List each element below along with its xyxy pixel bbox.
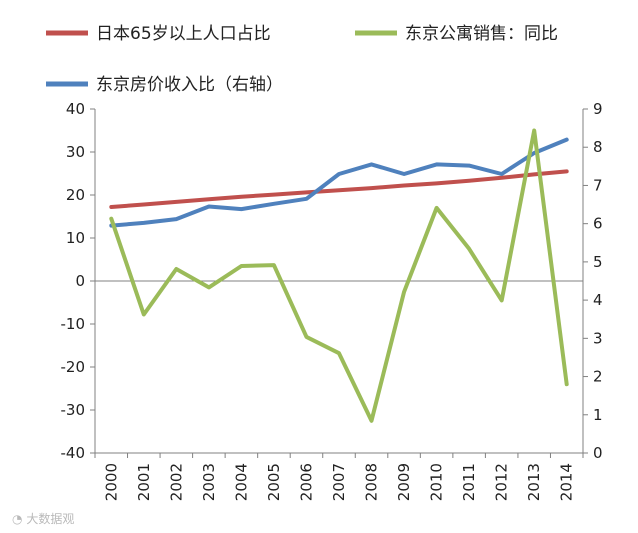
y-left-tick-label: 0 [75, 272, 85, 290]
y-right-tick-label: 1 [593, 406, 603, 424]
watermark-logo-icon: ◔ [12, 512, 23, 526]
y-right-tick-label: 2 [593, 368, 603, 386]
series-line-0 [109, 169, 569, 209]
y-right-tick-label: 0 [593, 444, 603, 462]
y-right-tick-label: 3 [593, 329, 603, 347]
x-tick-label: 2008 [363, 463, 381, 501]
watermark: ◔ 大数据观 [12, 512, 75, 526]
y-left-tick-label: -40 [61, 444, 86, 462]
y-left-tick-label: -20 [61, 358, 86, 376]
y-left-tick-label: -10 [61, 315, 86, 333]
y-right-tick-label: 7 [593, 176, 603, 194]
x-tick-label: 2010 [428, 463, 446, 501]
axes: -40 -30 -20 -10 0 10 20 30 40 0 1 2 3 4 5 6 7 8 9 2000 2001 2… [61, 100, 603, 501]
x-tick-label: 2003 [200, 463, 218, 501]
x-tick-label: 2001 [135, 463, 153, 501]
series-lines [109, 128, 569, 423]
y-left-tick-label: 20 [66, 186, 85, 204]
legend-label-1: 东京公寓销售：同比 [405, 24, 558, 44]
x-tick-label: 2009 [395, 463, 413, 501]
x-tick-label: 2004 [232, 463, 250, 501]
x-tick-label: 2011 [460, 463, 478, 501]
y-left-tick-label: -30 [61, 401, 86, 419]
y-right-tick-label: 4 [593, 291, 603, 309]
x-tick-label: 2000 [102, 463, 120, 501]
series-line-1 [109, 128, 569, 423]
y-right-tick-label: 9 [593, 100, 603, 118]
x-tick-label: 2014 [558, 463, 576, 501]
y-right-tick-label: 8 [593, 138, 603, 156]
x-tick-label: 2012 [493, 463, 511, 501]
y-left-tick-label: 30 [66, 143, 85, 161]
y-left-tick-label: 10 [66, 229, 85, 247]
y-left-tick-label: 40 [66, 100, 85, 118]
x-tick-label: 2005 [265, 463, 283, 501]
legend-label-2: 东京房价收入比（右轴） [96, 75, 283, 95]
x-tick-label: 2013 [525, 463, 543, 501]
y-right-tick-label: 6 [593, 215, 603, 233]
y-right-tick-label: 5 [593, 253, 603, 271]
x-tick-label: 2006 [297, 463, 315, 501]
series-line-2 [109, 137, 569, 228]
x-tick-label: 2007 [330, 463, 348, 501]
legend-label-0: 日本65岁以上人口占比 [96, 24, 271, 44]
x-tick-label: 2002 [167, 463, 185, 501]
